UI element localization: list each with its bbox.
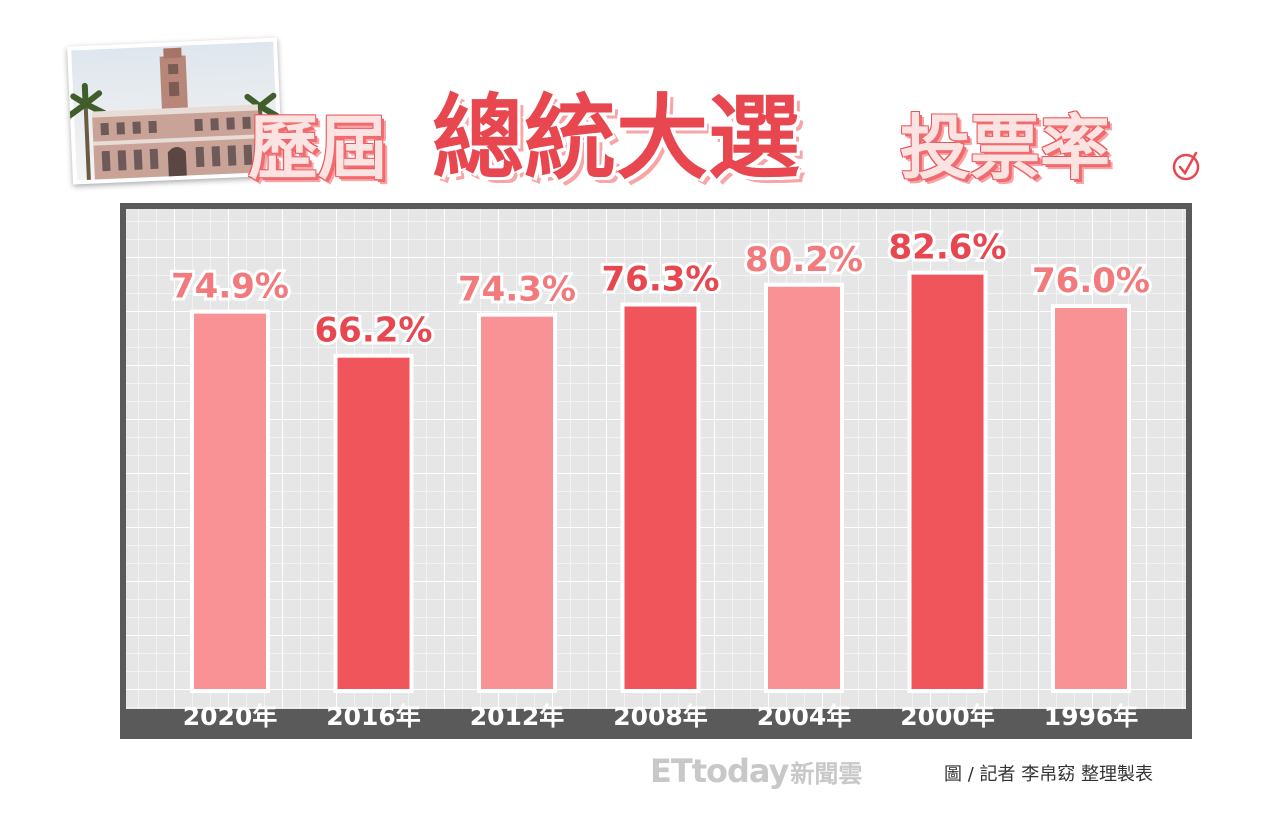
chart-title: 歷屆 總統大選 投票率	[0, 40, 1280, 192]
category-label-2000年: 2000年	[900, 702, 995, 731]
value-label-2008年: 76.3%	[602, 260, 720, 300]
ettoday-logo: ETtoday新聞雲	[650, 752, 862, 790]
title-part-3: 投票率	[900, 107, 1110, 189]
logo-suffix: 新聞雲	[790, 760, 863, 788]
chart-frame: 74.9% 2020年 66.2% 2016年 74.3% 2012年 76.3% 2008年…	[120, 203, 1192, 739]
vote-stamp-icon	[1172, 151, 1200, 181]
title-part-2: 總統大選	[432, 85, 801, 192]
bar-2016年	[333, 353, 414, 694]
category-label-2004年: 2004年	[757, 702, 852, 731]
title-part-1: 歷屆	[248, 107, 388, 189]
category-label-2008年: 2008年	[613, 702, 708, 731]
value-label-2012年: 74.3%	[458, 270, 576, 310]
building-illustration	[65, 41, 280, 181]
value-label-1996年: 76.0%	[1032, 261, 1150, 301]
bar-2000年	[907, 270, 988, 693]
category-label-2012年: 2012年	[470, 702, 565, 731]
category-label-1996年: 1996年	[1044, 702, 1139, 731]
value-label-2016年: 66.2%	[315, 311, 433, 351]
value-label-2000年: 82.6%	[889, 228, 1007, 268]
logo-text: ETtoday	[650, 752, 789, 790]
value-label-2020年: 74.9%	[171, 267, 289, 307]
bar-2008年	[620, 302, 701, 693]
bar-1996年	[1051, 304, 1131, 693]
bar-2020年	[190, 309, 270, 693]
bar-chart: 74.9% 2020年 66.2% 2016年 74.3% 2012年 76.3% 2008年…	[126, 209, 1186, 731]
value-label-2004年: 80.2%	[745, 240, 863, 280]
category-label-2020年: 2020年	[183, 702, 278, 731]
category-label-2016年: 2016年	[326, 702, 421, 731]
credit-text: 圖 / 記者 李帛窈 整理製表	[944, 764, 1153, 785]
bar-2004年	[764, 282, 844, 694]
presidential-office-photo	[65, 37, 283, 185]
bar-2012年	[477, 312, 557, 693]
